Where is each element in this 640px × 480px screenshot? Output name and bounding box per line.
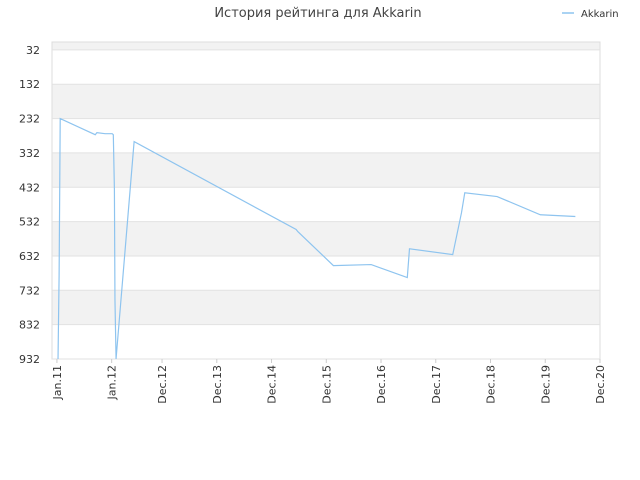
x-tick-label: Jan.11 [51, 365, 64, 400]
y-tick-label: 132 [19, 78, 40, 91]
x-tick-label: Dec.15 [320, 365, 333, 404]
y-tick-label: 32 [26, 44, 40, 57]
y-tick-label: 932 [19, 353, 40, 366]
x-tick-label: Dec.14 [266, 365, 279, 404]
x-tick-label: Dec.13 [211, 365, 224, 404]
x-tick-label: Jan.12 [106, 365, 119, 400]
y-tick-label: 532 [19, 216, 40, 229]
x-tick-label: Dec.16 [375, 365, 388, 404]
grid-band [52, 290, 600, 325]
x-tick-label: Dec.19 [539, 365, 552, 404]
y-tick-label: 632 [19, 250, 40, 263]
grid-band [52, 84, 600, 119]
grid-band [52, 49, 600, 85]
legend-label: Akkarin [581, 9, 619, 20]
grid-band [52, 324, 600, 359]
x-tick-label: Dec.18 [485, 365, 498, 404]
grid-band [52, 221, 600, 256]
grid-band [52, 187, 600, 222]
chart-title: История рейтинга для Akkarin [214, 6, 421, 21]
y-tick-label: 232 [19, 113, 40, 126]
grid-band [52, 42, 600, 50]
grid-band [52, 152, 600, 188]
y-tick-label: 432 [19, 181, 40, 194]
x-tick-label: Dec.17 [430, 365, 443, 404]
series-line [57, 117, 576, 360]
x-tick-label: Dec.12 [156, 365, 169, 404]
y-tick-label: 832 [19, 319, 40, 332]
x-tick-label: Dec.20 [594, 365, 607, 404]
y-tick-label: 332 [19, 147, 40, 160]
grid-band [52, 255, 600, 291]
y-tick-label: 732 [19, 284, 40, 297]
